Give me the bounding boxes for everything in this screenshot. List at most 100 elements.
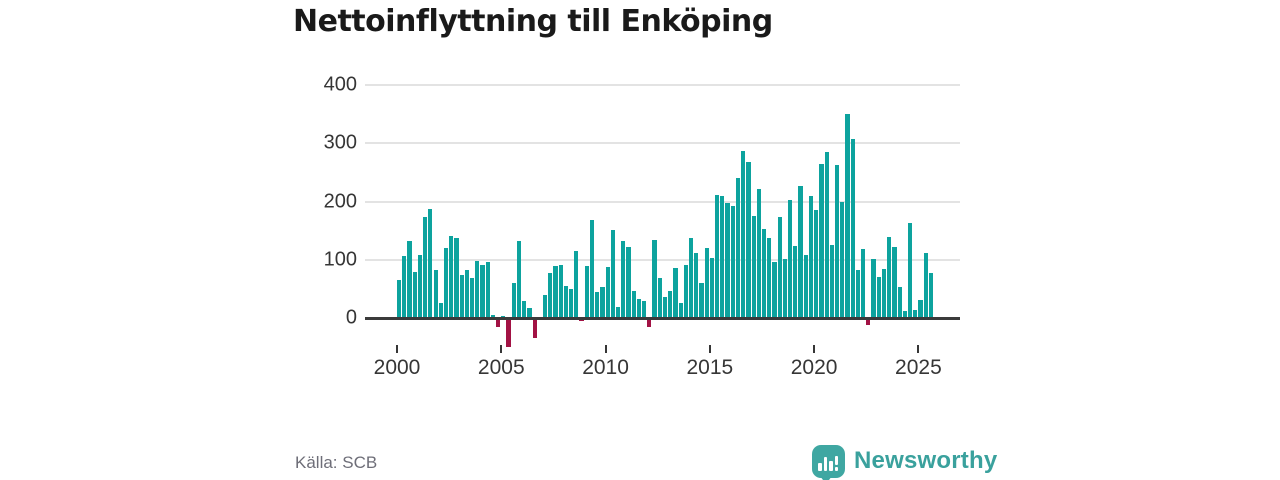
y-axis-label-200: 200 <box>323 190 357 213</box>
bar-2022-Q4 <box>871 258 876 319</box>
bar-2025-Q1 <box>918 299 923 319</box>
bar-2012-Q1 <box>647 318 652 328</box>
bar-2025-Q2 <box>923 252 928 319</box>
bar-2014-Q3 <box>699 283 704 319</box>
bar-2005-Q2 <box>506 318 511 348</box>
bar-2007-Q1 <box>542 294 548 319</box>
x-axis-zero-line <box>365 316 960 320</box>
bar-2001-Q4 <box>433 269 438 319</box>
bar-2015-Q4 <box>725 203 730 319</box>
bar-2010-Q2 <box>610 229 615 319</box>
x-axis-label-2010: 2010 <box>582 356 629 379</box>
chart-title: Nettoinflyttning till Enköping <box>293 4 773 39</box>
bar-2023-Q4 <box>892 247 897 319</box>
bar-2020-Q4 <box>829 245 834 319</box>
bar-2024-Q3 <box>907 222 913 319</box>
bar-2015-Q3 <box>720 195 725 319</box>
x-axis-label-2020: 2020 <box>790 356 838 379</box>
newsworthy-logo-icon <box>812 444 845 480</box>
bar-2001-Q2 <box>423 217 428 319</box>
bar-2010-Q3 <box>615 306 621 319</box>
bar-2003-Q2 <box>464 269 469 319</box>
x-axis-label-2015: 2015 <box>686 356 734 379</box>
bar-2020-Q2 <box>819 163 824 319</box>
bar-2002-Q3 <box>449 236 454 319</box>
bar-2024-Q1 <box>897 287 902 319</box>
bar-2006-Q3 <box>532 318 537 338</box>
bar-2009-Q4 <box>600 287 605 319</box>
bar-2000-Q4 <box>412 272 417 319</box>
bar-2000-Q3 <box>407 241 412 319</box>
bar-2007-Q3 <box>553 265 558 319</box>
bar-2013-Q1 <box>668 291 673 319</box>
bar-2009-Q2 <box>589 220 595 319</box>
bar-2007-Q4 <box>558 264 563 319</box>
bar-2020-Q1 <box>814 210 819 319</box>
bar-2021-Q2 <box>840 201 845 319</box>
bar-2010-Q1 <box>605 266 610 319</box>
gridline-y-100 <box>365 258 960 261</box>
x-axis-label-2005: 2005 <box>477 356 525 379</box>
bar-2012-Q4 <box>662 296 668 319</box>
bar-2015-Q1 <box>709 258 715 319</box>
bar-2011-Q1 <box>626 246 631 319</box>
bar-2012-Q3 <box>657 278 662 319</box>
gridline-y-200 <box>365 200 960 203</box>
bar-2011-Q3 <box>636 299 642 319</box>
bar-2014-Q4 <box>704 248 709 319</box>
bar-2021-Q1 <box>834 164 840 319</box>
bar-2002-Q4 <box>454 238 459 319</box>
x-axis-tick-2020 <box>813 345 816 353</box>
bar-chart-glyph-icon <box>818 452 839 471</box>
y-axis-label-0: 0 <box>345 306 357 329</box>
x-axis-tick-2025 <box>917 345 920 353</box>
newsworthy-branding: Newsworthy <box>812 443 997 480</box>
bar-2013-Q4 <box>683 264 688 319</box>
x-axis-tick-2010 <box>604 345 607 353</box>
bar-2008-Q3 <box>574 250 579 319</box>
bar-2003-Q4 <box>475 261 480 319</box>
bar-2011-Q2 <box>631 291 636 319</box>
bar-2009-Q3 <box>595 292 600 319</box>
x-axis-label-2025: 2025 <box>895 356 942 379</box>
glyph-bar-tall <box>823 456 827 471</box>
bar-2021-Q3 <box>845 114 850 319</box>
bar-2016-Q1 <box>730 206 735 319</box>
bar-2014-Q2 <box>694 252 699 319</box>
bar-2000-Q1 <box>397 280 402 319</box>
bar-2022-Q1 <box>855 269 861 319</box>
bar-2019-Q1 <box>793 245 798 319</box>
bar-2017-Q2 <box>756 188 761 319</box>
bar-2019-Q4 <box>808 195 814 319</box>
x-axis-tick-2005 <box>500 345 503 353</box>
bar-2013-Q3 <box>678 303 683 319</box>
bar-2017-Q1 <box>751 216 756 319</box>
bar-2008-Q1 <box>563 286 569 319</box>
y-axis-label-100: 100 <box>323 248 357 271</box>
y-axis-label-400: 400 <box>323 73 357 96</box>
bar-2017-Q3 <box>761 229 767 319</box>
x-axis-label-2000: 2000 <box>373 356 421 379</box>
bar-2022-Q2 <box>861 248 866 319</box>
exclamation-glyph <box>834 456 838 471</box>
bar-2023-Q3 <box>887 236 892 319</box>
bar-2006-Q2 <box>527 307 532 319</box>
speech-bubble-shape <box>812 444 845 478</box>
bar-2023-Q1 <box>876 277 881 319</box>
bar-2025-Q3 <box>928 272 934 319</box>
bar-2022-Q3 <box>866 318 871 326</box>
bar-2003-Q1 <box>459 274 464 319</box>
bar-2014-Q1 <box>688 238 694 319</box>
bar-2010-Q4 <box>621 241 626 319</box>
bar-2000-Q2 <box>402 255 407 319</box>
bar-2018-Q4 <box>788 200 793 319</box>
bar-2013-Q2 <box>673 268 678 319</box>
bar-2024-Q4 <box>913 309 918 319</box>
bar-2008-Q2 <box>569 289 574 319</box>
bar-2016-Q2 <box>735 178 741 319</box>
bar-2003-Q3 <box>470 278 475 319</box>
bar-2009-Q1 <box>584 266 589 319</box>
bar-2005-Q4 <box>516 240 522 319</box>
gridline-y-400 <box>365 83 960 86</box>
